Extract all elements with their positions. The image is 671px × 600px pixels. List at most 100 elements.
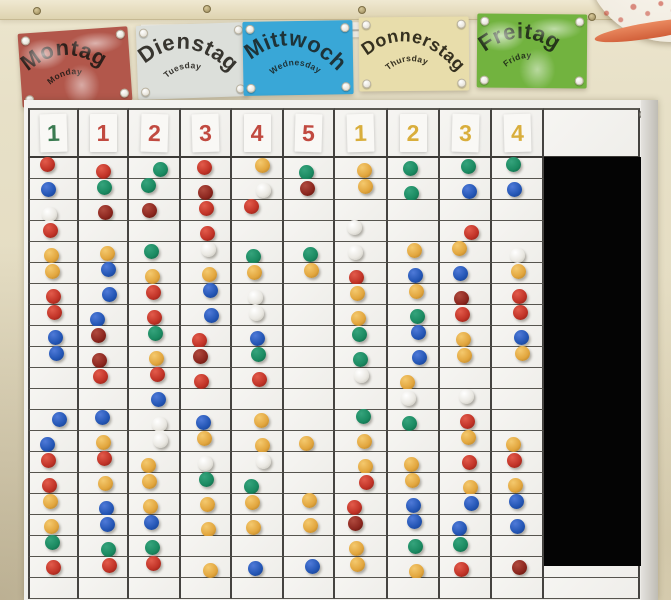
magnet-dot-red: [42, 477, 57, 493]
magnet-dot-yellow: [399, 374, 415, 390]
grid-cell: [388, 513, 440, 536]
magnet-dot-white: [509, 247, 525, 263]
grid-cell: [492, 515, 544, 536]
grid-header-cell: 5: [284, 108, 335, 158]
grid-cell: [492, 410, 544, 431]
magnet-dot-darkred: [141, 202, 157, 218]
grid-cell: [284, 305, 335, 326]
svg-text:Tuesday: Tuesday: [161, 60, 203, 80]
grid-cell: [181, 452, 232, 473]
magnet-dot-blue: [40, 436, 55, 452]
magnet-dot-green: [245, 248, 261, 264]
grid-cell: [492, 156, 544, 179]
grid-cell: [232, 410, 284, 431]
magnet-dot-yellow: [505, 436, 521, 452]
grid-cell: [79, 450, 129, 473]
grid-cell: [335, 556, 388, 578]
grid-cell: [388, 200, 440, 221]
grid-cell: [388, 431, 440, 452]
grid-cell: [129, 536, 181, 557]
magnet-dot-red: [47, 304, 62, 320]
magnet-dot-blue: [463, 495, 479, 511]
grid-cell: [181, 389, 232, 410]
magnet-dot-yellow: [197, 430, 212, 446]
grid-cell: [28, 410, 79, 431]
magnet-dot-blue: [52, 411, 67, 427]
grid-cell: [388, 536, 440, 557]
grid-cell: [28, 389, 79, 410]
magnet-dot-green: [250, 346, 266, 362]
magnet-dot-yellow: [202, 266, 217, 282]
grid-cell: [440, 557, 492, 578]
magnet-dot-white: [248, 305, 264, 321]
grid-cell: [129, 242, 181, 263]
magnet-dot-white: [152, 432, 168, 448]
grid-cell: [284, 536, 335, 557]
grid-cell: [492, 389, 544, 410]
push-pin: [456, 19, 466, 29]
grid-cell: [284, 557, 335, 578]
magnet-dot-yellow: [246, 264, 262, 280]
grid-cell: [181, 368, 232, 389]
grid-cell: [129, 578, 181, 599]
magnet-dot-yellow: [304, 262, 319, 278]
magnet-dot-red: [92, 368, 108, 384]
grid-cell: [129, 284, 181, 305]
plate-decoration: [586, 0, 671, 48]
lesson-number-tag: 3: [191, 113, 220, 153]
magnet-dot-blue: [508, 493, 524, 509]
magnet-dot-green: [353, 351, 368, 367]
grid-cell: [28, 345, 79, 368]
grid-cell: [284, 515, 335, 536]
magnet-dot-blue: [407, 267, 423, 283]
magnet-dot-darkred: [91, 352, 107, 368]
magnet-dot-blue: [410, 324, 426, 340]
grid-cell: [335, 473, 388, 494]
grid-cell: [440, 179, 492, 200]
grid-cell: [284, 410, 335, 431]
grid-cell: [28, 326, 79, 347]
grid-cell: [232, 515, 284, 536]
grid-cell: [440, 347, 492, 368]
magnet-dot-blue: [411, 349, 427, 365]
magnet-dot-yellow: [404, 472, 420, 488]
magnet-dot-yellow: [254, 157, 270, 173]
grid-cell: [335, 284, 388, 305]
magnet-dot-green: [143, 243, 159, 259]
grid-cell: [492, 304, 544, 326]
day-name-german: Mittwoch: [242, 24, 352, 77]
grid-cell: [181, 347, 232, 368]
grid-cell: [440, 221, 492, 242]
grid-cell: [79, 261, 129, 284]
grid-cell: [284, 473, 335, 494]
day-card-wednesday: Mittwoch Wednesday: [242, 20, 354, 96]
magnet-dot-darkred: [348, 515, 363, 531]
magnet-dot-darkred: [511, 559, 527, 575]
grid-cell: [79, 389, 129, 410]
grid-cell: [544, 578, 640, 599]
grid-cell: [284, 262, 335, 284]
grid-cell: [440, 158, 492, 179]
grid-cell: [181, 282, 232, 305]
push-pin: [362, 79, 372, 89]
grid-cell: [388, 578, 440, 599]
grid-cell: [28, 221, 79, 242]
grid-cell: [129, 555, 181, 578]
grid-cell: [232, 346, 284, 368]
day-name-english: Thursday: [383, 53, 430, 72]
grid-cell: [129, 305, 181, 326]
grid-cell: [232, 452, 284, 473]
magnet-dot-red: [243, 198, 259, 214]
day-name-german: Donnerstag: [359, 25, 470, 76]
magnet-dot-blue: [100, 261, 116, 277]
grid-cell: [492, 263, 544, 284]
push-pin: [340, 23, 350, 33]
lesson-number-tag: 4: [243, 114, 271, 152]
grid-cell: [335, 408, 388, 431]
grid-cell: [284, 368, 335, 389]
magnet-dot-yellow: [357, 433, 372, 449]
grid-cell: [335, 200, 388, 221]
wall-screw: [33, 7, 41, 15]
